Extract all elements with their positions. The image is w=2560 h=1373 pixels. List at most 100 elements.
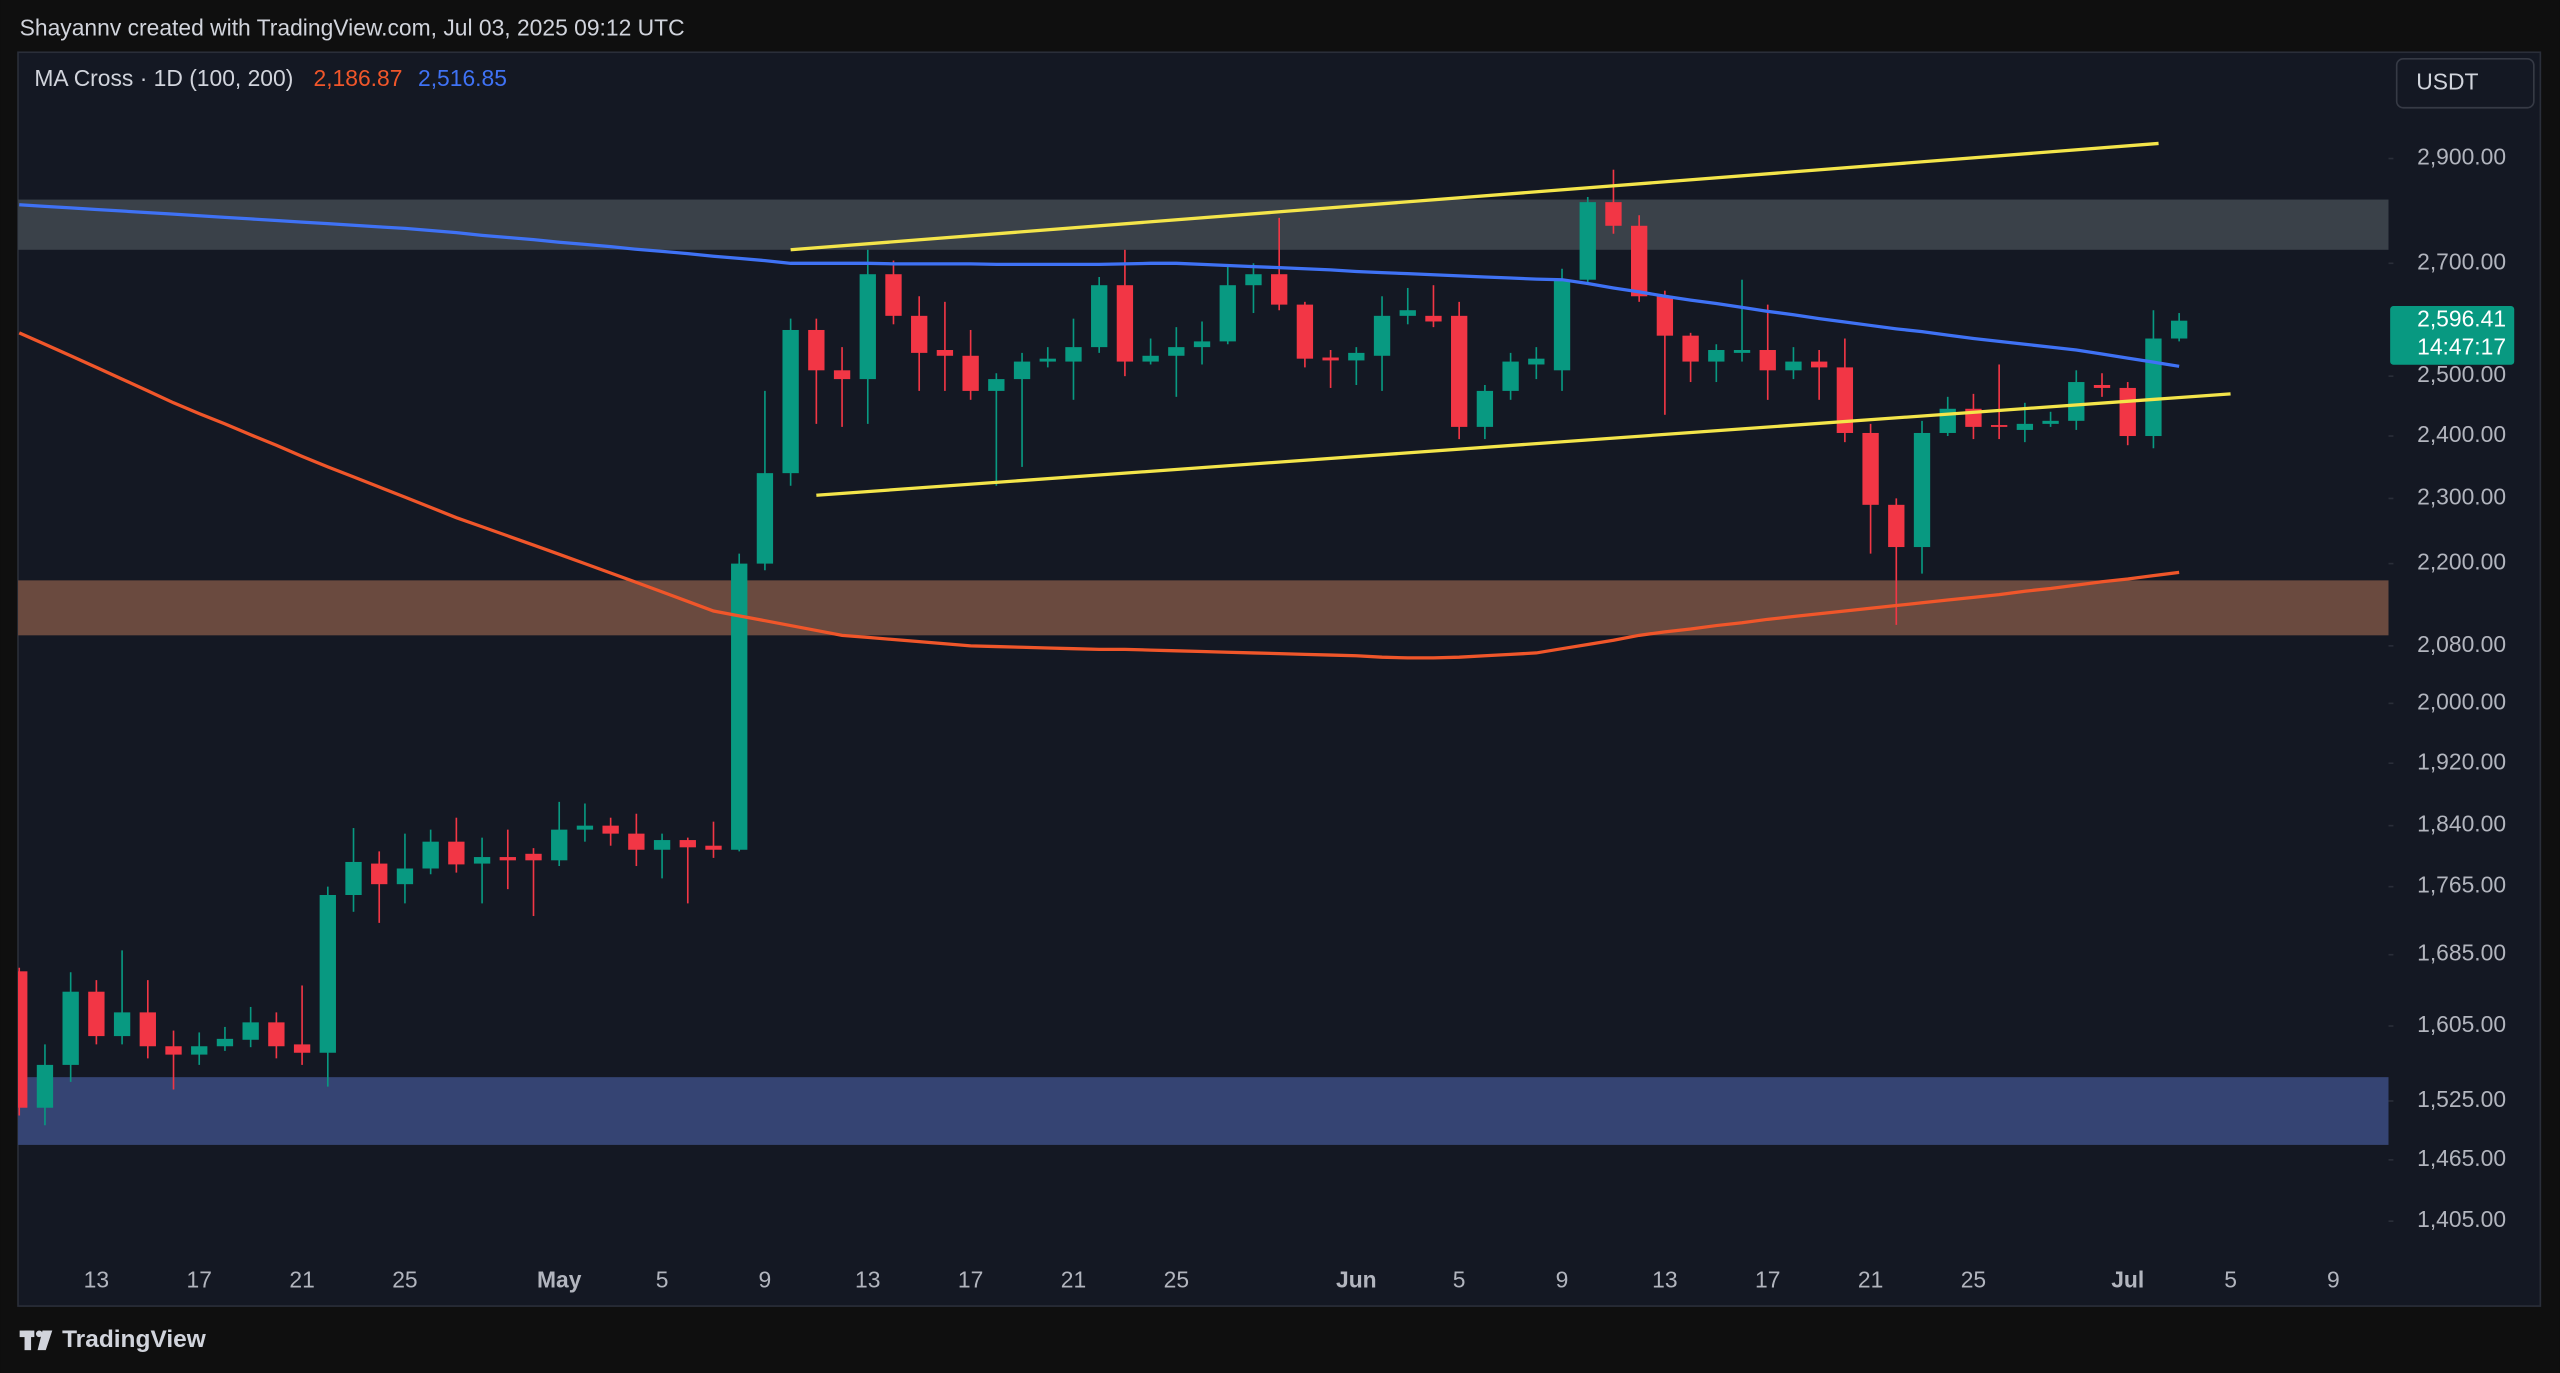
- candle-body: [1528, 358, 1545, 365]
- candle-body: [988, 379, 1005, 391]
- candle-body: [62, 991, 79, 1065]
- candle-body: [1142, 355, 1159, 362]
- candle-body: [1656, 296, 1674, 336]
- x-tick-label: 9: [2327, 1267, 2340, 1293]
- candle-body: [1553, 279, 1571, 371]
- y-tick-label: 1,525.00: [2417, 1086, 2506, 1112]
- candle-body: [88, 991, 105, 1037]
- candle-body: [1862, 432, 1879, 505]
- candle-body: [885, 274, 902, 316]
- zone: [18, 1077, 2389, 1145]
- x-tick-label: 13: [855, 1267, 880, 1293]
- x-tick-label: May: [537, 1267, 582, 1293]
- candle-body: [602, 825, 619, 834]
- candle-body: [1219, 285, 1236, 342]
- candle-body: [473, 857, 491, 864]
- candle-body: [191, 1046, 208, 1055]
- y-tick-label: 2,400.00: [2417, 421, 2506, 447]
- y-tick-label: 2,000.00: [2417, 688, 2506, 714]
- y-tick-label: 2,700.00: [2417, 248, 2506, 274]
- candle-body: [1322, 357, 1339, 361]
- candle-body: [1425, 315, 1442, 322]
- candle-body: [1168, 347, 1185, 356]
- brand: TradingView: [62, 1326, 207, 1353]
- candle-body: [2093, 384, 2111, 388]
- y-tick-label: 2,080.00: [2417, 631, 2506, 657]
- candle-body: [2068, 382, 2085, 421]
- currency-button[interactable]: [2395, 57, 2535, 109]
- candle-body: [1348, 352, 1365, 361]
- candle-body: [833, 370, 851, 380]
- moving-average: [19, 203, 2180, 368]
- candle-body: [422, 841, 439, 869]
- y-tick-label: 2,200.00: [2417, 549, 2506, 575]
- candle-body: [911, 315, 928, 353]
- candle-body: [268, 1022, 285, 1047]
- x-tick-label: 17: [187, 1267, 212, 1293]
- zone: [18, 199, 2389, 250]
- candle-body: [1836, 367, 1854, 433]
- y-tick-label: 2,300.00: [2417, 483, 2506, 509]
- candle-body: [859, 274, 876, 380]
- candle-body: [731, 563, 748, 850]
- candle-body: [1759, 350, 1776, 371]
- candle-body: [2145, 338, 2162, 437]
- candle-body: [1296, 304, 1314, 359]
- y-tick-label: 2,900.00: [2417, 144, 2506, 170]
- brand-logo: [19, 1330, 53, 1351]
- candle-body: [1039, 358, 1056, 362]
- candle-body: [499, 857, 516, 861]
- candle-body: [242, 1022, 259, 1040]
- candle-body: [448, 841, 465, 865]
- candle-body: [551, 829, 568, 861]
- candle-body: [808, 329, 825, 371]
- candle-body: [1810, 361, 1828, 368]
- candle-body: [2042, 420, 2059, 424]
- candle-body: [1579, 202, 1596, 280]
- candle-body: [293, 1044, 311, 1053]
- trendline: [816, 392, 2231, 497]
- plot-area: [18, 141, 2389, 1145]
- candle-body: [1708, 350, 1725, 362]
- header-text: Shayannv created with TradingView.com, J…: [20, 14, 685, 40]
- indicator-value: 2,186.87: [314, 65, 403, 91]
- candle-body: [139, 1012, 156, 1047]
- candle-body: [653, 840, 671, 850]
- candle-body: [18, 971, 28, 1108]
- indicator-value: 2,516.85: [418, 65, 507, 91]
- price-tag-countdown: 14:47:17: [2417, 333, 2506, 359]
- candle-body: [576, 825, 594, 830]
- candle-body: [396, 868, 414, 885]
- x-tick-label: 21: [1061, 1267, 1086, 1293]
- currency-label[interactable]: USDT: [2416, 68, 2478, 94]
- candle-body: [345, 861, 362, 895]
- candle-body: [1013, 361, 1031, 380]
- y-tick-label: 1,685.00: [2417, 940, 2506, 966]
- candle-body: [756, 473, 774, 564]
- y-tick-label: 2,500.00: [2417, 361, 2506, 387]
- candle-body: [319, 894, 336, 1053]
- candle-body: [936, 350, 954, 356]
- x-tick-label: 5: [656, 1267, 669, 1293]
- candle-body: [2119, 387, 2136, 437]
- indicator-name: MA Cross · 1D (100, 200): [34, 65, 293, 91]
- candle-body: [1476, 390, 1494, 427]
- logo-part: [24, 1330, 32, 1351]
- x-tick-label: 17: [958, 1267, 983, 1293]
- candle-body: [1373, 315, 1391, 356]
- logo-part: [35, 1330, 43, 1338]
- candle-body: [679, 840, 696, 848]
- x-tick-label: 21: [1858, 1267, 1883, 1293]
- candle-body: [1399, 310, 1416, 316]
- zone: [18, 580, 2389, 636]
- candle-body: [962, 355, 979, 391]
- y-tick-label: 1,920.00: [2417, 748, 2506, 774]
- x-tick-label: 9: [759, 1267, 772, 1293]
- price-tag-label: 2,596.41: [2417, 306, 2506, 332]
- x-tick-label: 25: [1961, 1267, 1986, 1293]
- candle-body: [1605, 202, 1622, 226]
- candle-body: [371, 863, 388, 885]
- moving-average: [18, 331, 2180, 660]
- y-tick-label: 1,840.00: [2417, 811, 2506, 837]
